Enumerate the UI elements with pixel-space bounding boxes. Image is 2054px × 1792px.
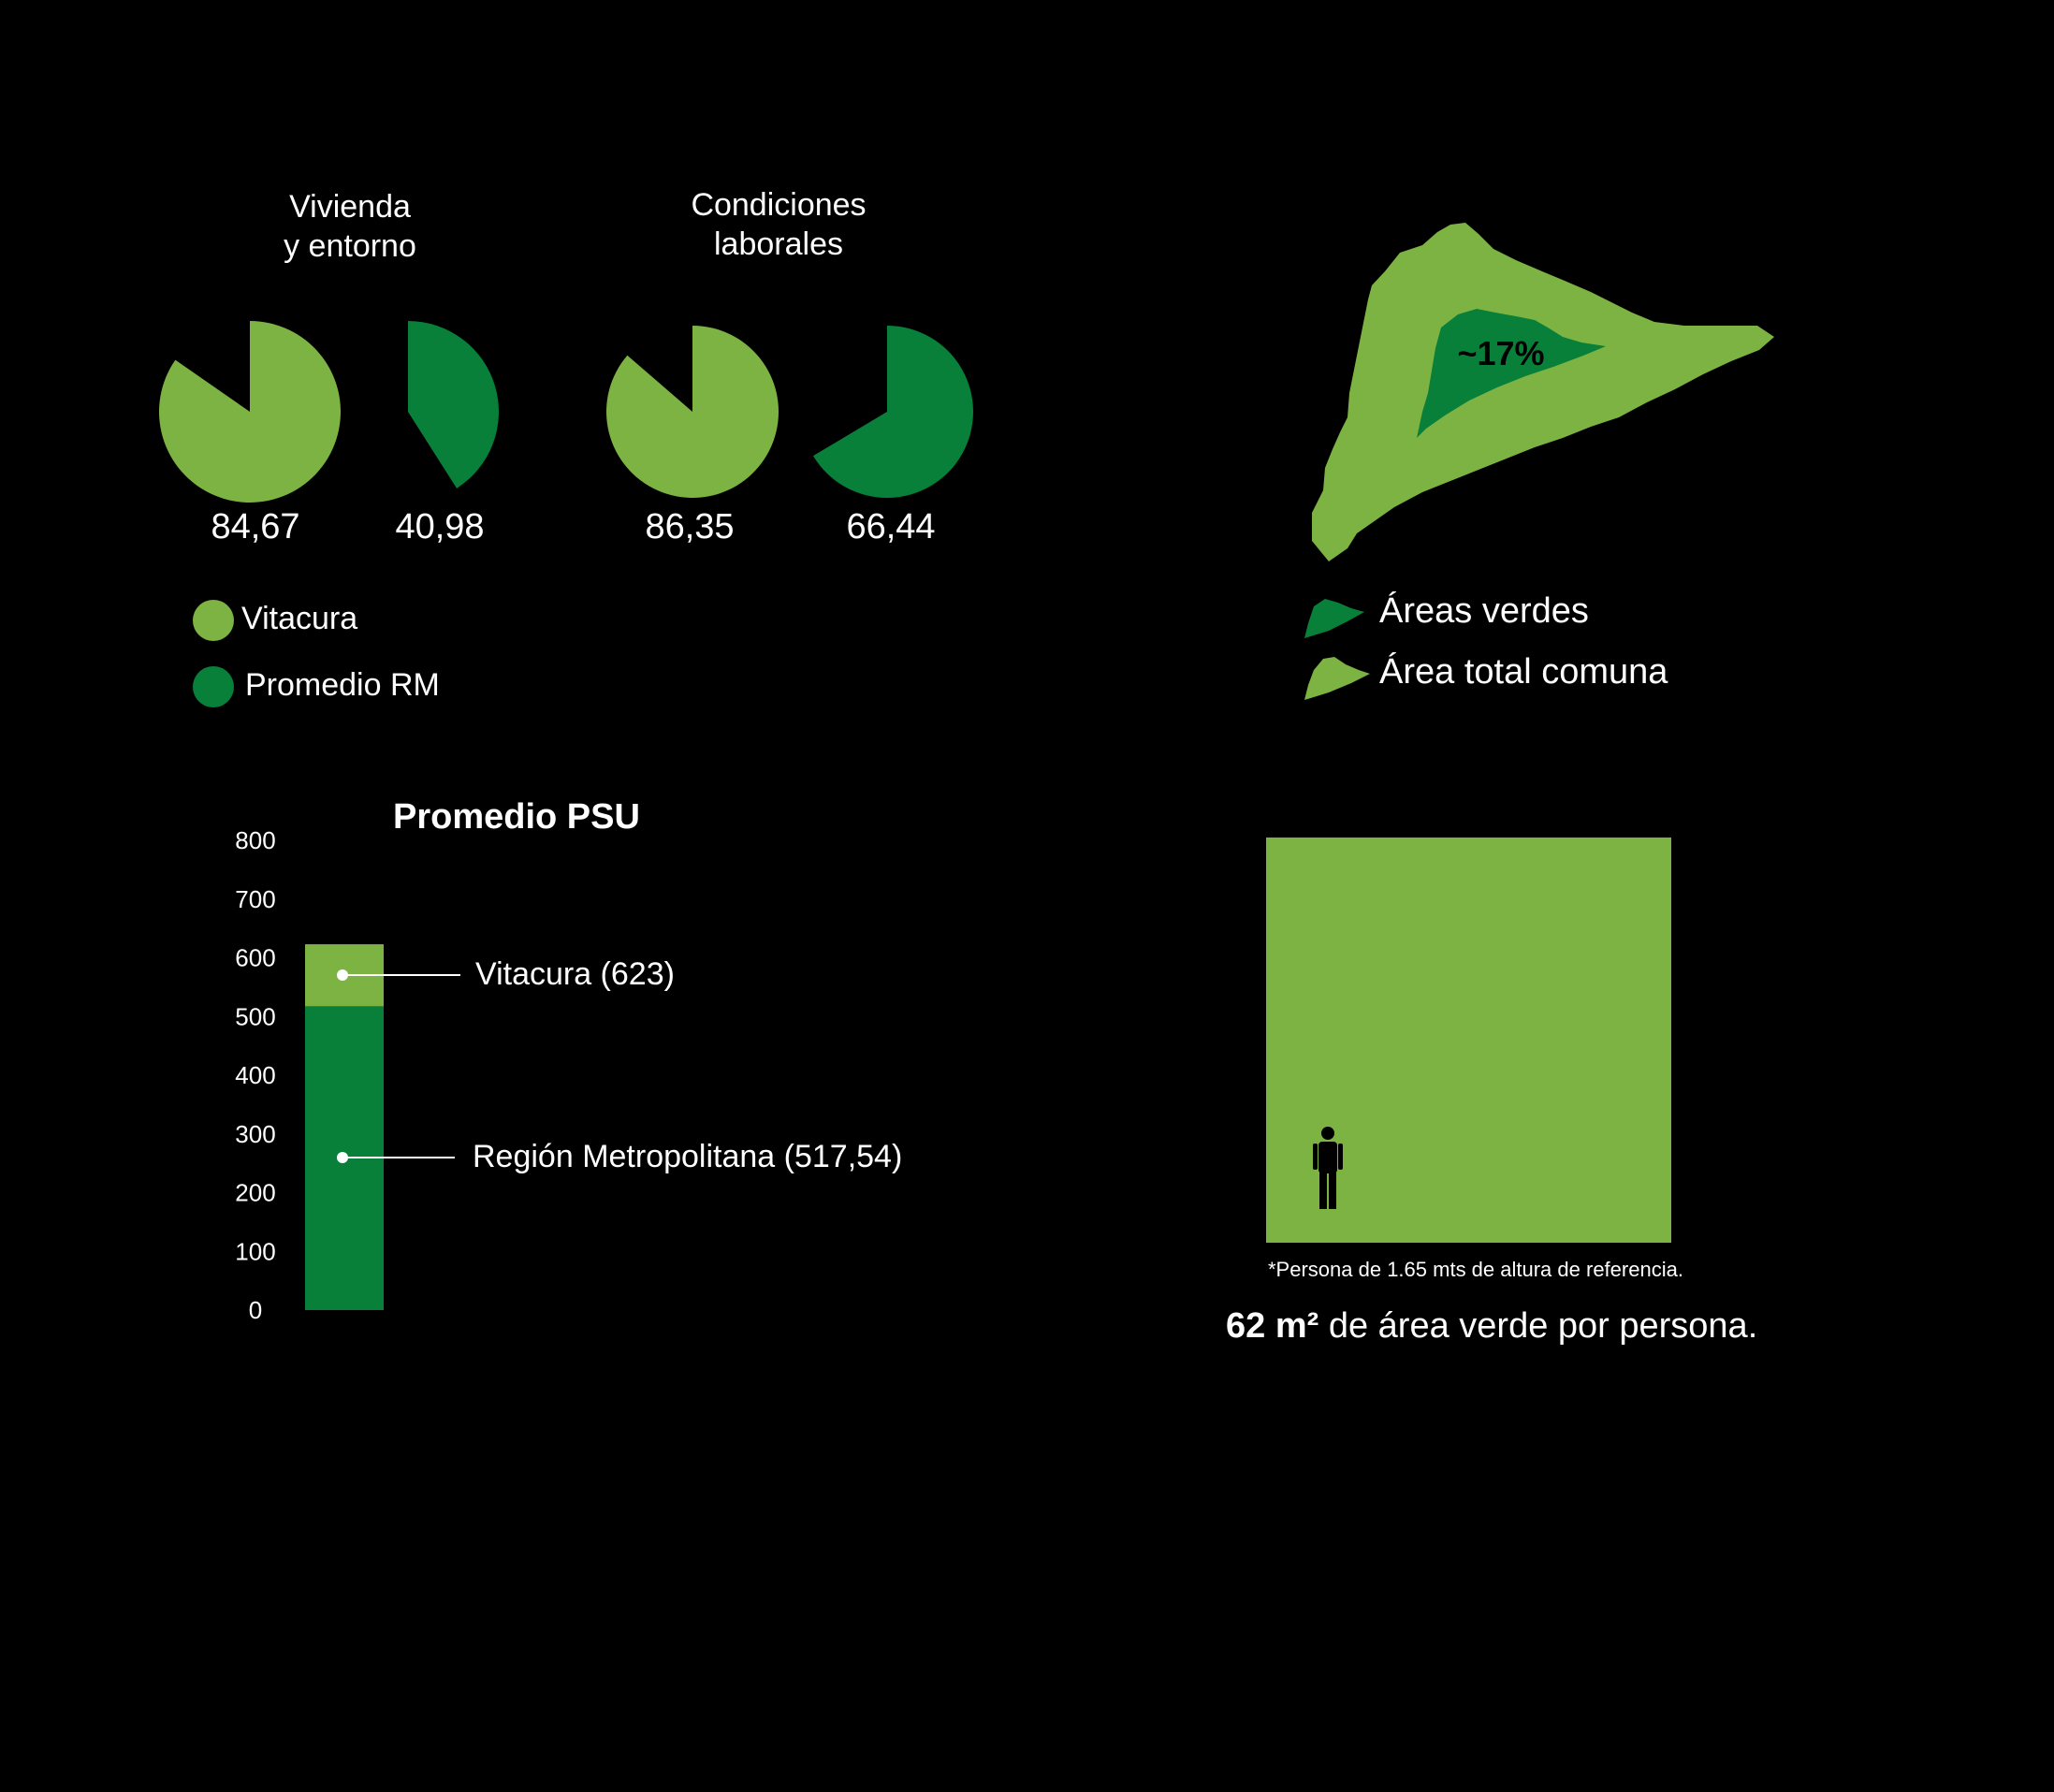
pie-value-vivienda-rm: 40,98 [395,507,485,546]
group-title-condiciones: Condiciones laborales [629,185,928,264]
y-tick-label: 500 [235,1002,275,1030]
reference-footnote: *Persona de 1.65 mts de altura de refere… [1268,1258,1683,1281]
legend-label-area-total: Área total comuna [1379,652,1668,692]
pie-slice-vitacura [606,326,779,499]
callout-label-rm: Región Metropolitana (517,54) [473,1139,903,1174]
green-area-percent-label: ~17% [1457,334,1544,372]
y-tick-label: 0 [249,1296,262,1324]
pie-slice-promedio-rm [408,321,499,488]
callout-label-vitacura: Vitacura (623) [475,956,675,992]
group-title-line: y entorno [284,228,416,264]
y-tick-label: 700 [235,885,275,913]
y-tick-label: 100 [235,1237,275,1265]
total-area-legend-icon [1304,657,1370,700]
group-title-line: Condiciones [691,187,867,223]
psu-chart-title: Promedio PSU [393,797,640,837]
pie-value-vivienda-vitacura: 84,67 [211,507,300,546]
area-per-person-text: de área verde por persona. [1318,1306,1758,1346]
green-areas-shape [1417,309,1606,438]
legend-label-areas-verdes: Áreas verdes [1379,591,1589,631]
pie-value-condiciones-vitacura: 86,35 [645,507,735,546]
pie-slice-promedio-rm [812,326,973,498]
area-per-person-value: 62 m² [1226,1306,1319,1346]
y-tick-label: 600 [235,944,275,972]
legend-label-vitacura: Vitacura [241,601,358,636]
callout-dot-rm [337,1152,348,1163]
person-icon [1313,1127,1343,1209]
legend-dot-vitacura [193,600,234,641]
y-tick-label: 400 [235,1061,275,1089]
group-title-line: laborales [714,226,843,262]
pie-value-condiciones-rm: 66,44 [846,507,936,546]
area-per-person-note: 62 m² de área verde por persona. [1226,1306,1757,1347]
pie-slice-vitacura [159,321,341,503]
y-tick-label: 200 [235,1179,275,1207]
group-title-vivienda: Vivienda y entorno [200,187,500,266]
legend-dot-promedio-rm [193,666,234,707]
legend-label-promedio-rm: Promedio RM [245,667,440,703]
green-areas-legend-icon [1304,599,1364,638]
psu-bar-chart-svg: 0 100 200 300 400 500 600 700 800 [235,826,460,1324]
commune-map: ~17% [1312,223,1774,561]
group-title-line: Vivienda [289,189,411,225]
pie-charts-svg [159,321,973,503]
map-legend-icons [1304,599,1370,700]
y-tick-label: 300 [235,1120,275,1148]
callout-dot-vitacura [337,969,348,981]
y-tick-label: 800 [235,826,275,854]
commune-total-area-shape [1312,223,1774,561]
